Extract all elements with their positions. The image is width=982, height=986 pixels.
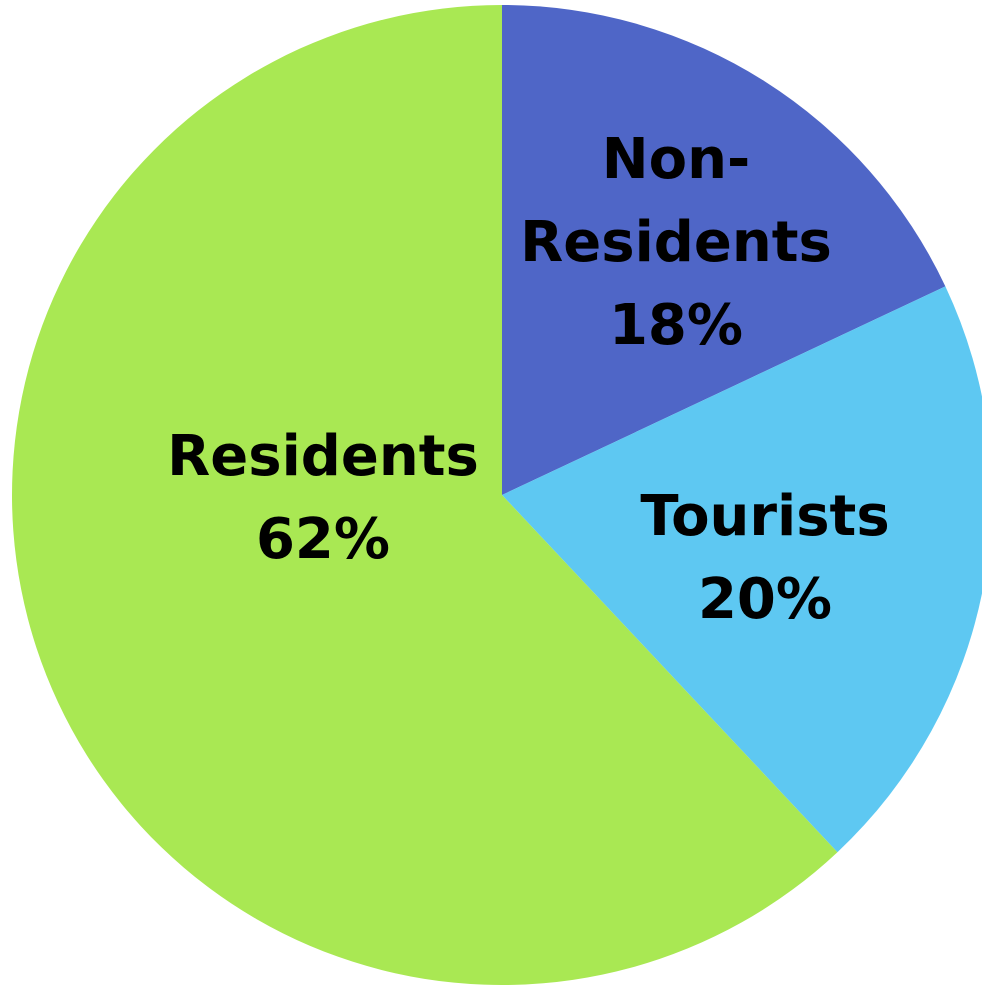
data-label-residents: Residents	[167, 424, 479, 489]
pie-slices	[11, 5, 982, 985]
pie-slice-non-residents	[502, 5, 946, 495]
data-label-non-residents-percent: 18%	[609, 293, 743, 358]
data-label-residents-percent: 62%	[256, 507, 390, 572]
data-label-tourists: Tourists	[640, 484, 889, 549]
pie-labels: Non- Residents 18% Tourists 20% Residents 62%	[167, 127, 890, 632]
data-label-non-residents: Non-	[602, 127, 750, 192]
data-label-tourists-percent: 20%	[698, 567, 832, 632]
pie-slice-residents	[11, 5, 838, 985]
pie-slice-tourists	[502, 286, 982, 853]
data-label-non-residents: Residents	[520, 210, 832, 275]
